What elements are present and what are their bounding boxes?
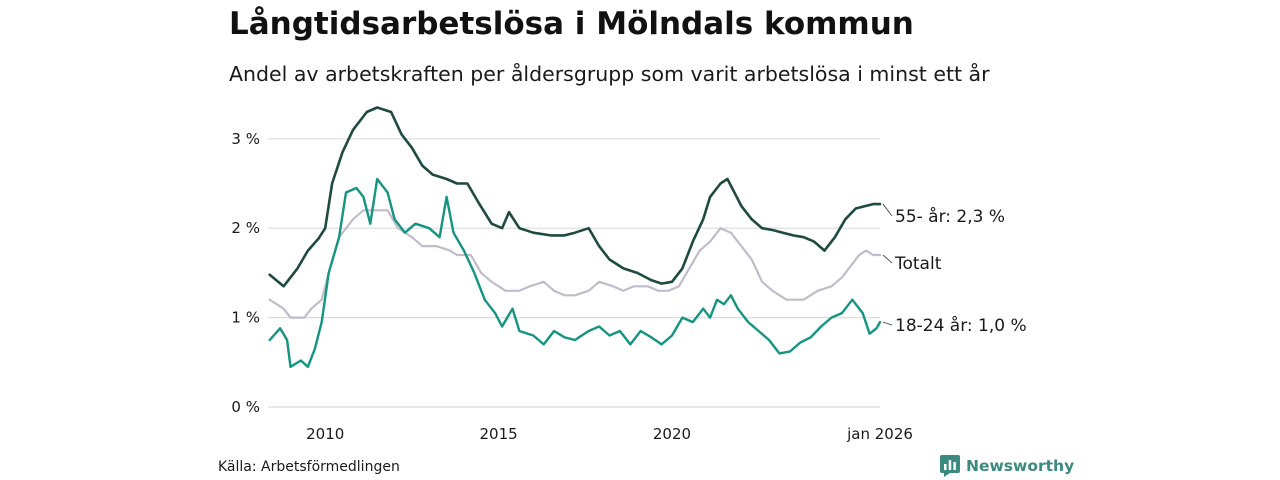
end-label-connector	[882, 203, 893, 217]
chart-title: Långtidsarbetslösa i Mölndals kommun	[229, 6, 914, 42]
end-label-total: Totalt	[894, 254, 942, 274]
x-axis-ticks: 2010 2015 2020 jan 2026	[306, 425, 913, 443]
chart-subtitle: Andel av arbetskraften per åldersgrupp s…	[229, 62, 990, 86]
y-tick-label: 3 %	[231, 130, 260, 148]
line-chart: 0 % 1 % 2 % 3 % 2010 2015 2020 jan 2026 55- år…	[231, 106, 1027, 443]
series-line-s55	[268, 106, 882, 288]
end-label-s55: 55- år: 2,3 %	[895, 206, 1005, 227]
x-tick-label: 2015	[479, 425, 517, 443]
x-tick-label: 2020	[653, 425, 691, 443]
y-tick-label: 1 %	[231, 309, 260, 327]
gridlines	[268, 138, 880, 408]
series-lines	[268, 106, 882, 368]
y-tick-label: 2 %	[231, 219, 260, 237]
brand-logo: Newsworthy	[940, 455, 1074, 477]
end-label-s1824: 18-24 år: 1,0 %	[895, 315, 1027, 336]
x-tick-label: 2010	[306, 425, 344, 443]
newsworthy-logo-icon	[940, 455, 960, 477]
y-tick-label: 0 %	[231, 398, 260, 416]
series-line-total	[268, 209, 882, 319]
end-label-connector	[882, 254, 893, 264]
y-axis-ticks: 0 % 1 % 2 % 3 %	[231, 130, 260, 416]
series-line-s1824	[268, 177, 882, 368]
brand-name: Newsworthy	[966, 457, 1075, 475]
series-end-labels: 55- år: 2,3 % Totalt 18-24 år: 1,0 %	[882, 203, 1027, 336]
x-tick-label: jan 2026	[846, 425, 913, 443]
end-label-connector	[882, 321, 893, 326]
source-note: Källa: Arbetsförmedlingen	[218, 459, 400, 475]
